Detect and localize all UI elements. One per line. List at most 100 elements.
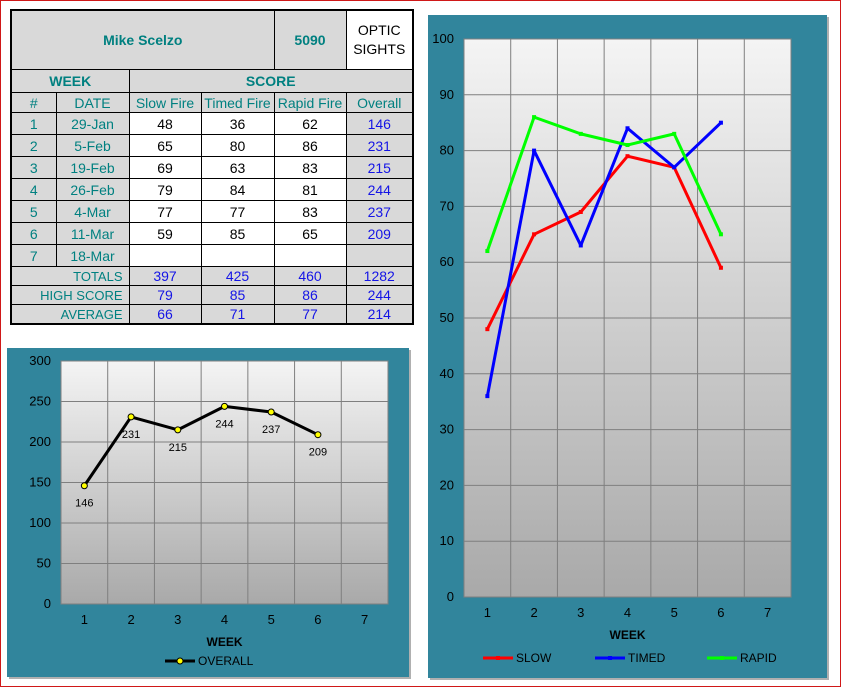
timed-score[interactable]: 36 [200,112,275,135]
overall-score[interactable]: 244 [345,178,414,201]
x-tick-label: 5 [671,605,678,620]
x-tick-label: 3 [577,605,584,620]
x-tick-label: 1 [81,612,88,627]
week-date[interactable]: 11-Mar [55,222,130,245]
overall-score[interactable]: 231 [345,134,414,157]
legend-marker [176,657,184,665]
timed-score[interactable]: 63 [200,156,275,179]
timed-score[interactable]: 80 [200,134,275,157]
y-tick-label: 250 [29,394,51,409]
timed-score[interactable]: 84 [200,178,275,201]
average-rapid: 77 [273,304,347,325]
slow-score[interactable]: 65 [128,134,202,157]
data-point [718,120,723,125]
y-tick-label: 100 [432,31,454,46]
legend-marker [608,656,612,660]
high-rapid: 86 [273,285,347,305]
data-point [485,249,490,254]
timed-score[interactable]: 77 [200,200,275,223]
week-date[interactable]: 26-Feb [55,178,130,201]
data-point [485,327,490,332]
y-tick-label: 150 [29,475,51,490]
slow-score[interactable]: 59 [128,222,202,245]
data-label: 237 [262,424,280,436]
rapid-score[interactable]: 81 [273,178,347,201]
week-date[interactable]: 4-Mar [55,200,130,223]
high-score-row: HIGH SCORE 79 85 86 244 [10,285,414,305]
table-row: 7 18-Mar [10,244,414,267]
slow-score[interactable]: 48 [128,112,202,135]
data-point [314,431,322,439]
y-tick-label: 80 [440,143,454,158]
data-point [532,148,537,153]
legend-label: SLOW [516,651,552,665]
y-tick-label: 0 [447,589,454,604]
rapid-score[interactable]: 83 [273,200,347,223]
table-row: 5 4-Mar 77 77 83 237 [10,200,414,223]
week-number[interactable]: 1 [10,112,57,135]
overall-chart[interactable]: 0 50 100 150 200 250 300 1 2 3 4 5 6 7 WEEK 146 231 215 24… [7,348,409,677]
overall-score[interactable]: 215 [345,156,414,179]
rapid-score[interactable]: 65 [273,222,347,245]
totals-row: TOTALS 397 425 460 1282 [10,266,414,286]
totals-slow: 397 [128,266,202,286]
x-tick-label: 2 [127,612,134,627]
week-date[interactable]: 18-Mar [55,244,130,267]
week-number[interactable]: 6 [10,222,57,245]
fire-type-chart[interactable]: 0 10 20 30 40 50 60 70 80 90 100 1 2 3 4 5 6 7 WEEK SLOW TIM… [428,15,827,678]
overall-score[interactable] [345,244,414,267]
data-point [625,154,630,159]
week-number[interactable]: 2 [10,134,57,157]
week-date[interactable]: 19-Feb [55,156,130,179]
slow-score[interactable]: 79 [128,178,202,201]
week-number[interactable]: 4 [10,178,57,201]
x-tick-label: 4 [624,605,631,620]
rapid-score[interactable]: 62 [273,112,347,135]
average-overall: 214 [345,304,414,325]
data-point [718,265,723,270]
week-number[interactable]: 7 [10,244,57,267]
data-point [578,131,583,136]
overall-score[interactable]: 146 [345,112,414,135]
shooter-name: Mike Scelzo [10,9,275,70]
average-row: AVERAGE 66 71 77 214 [10,304,414,325]
data-label: 209 [309,447,327,459]
table-row: 1 29-Jan 48 36 62 146 [10,112,414,135]
legend-label: TIMED [628,651,666,665]
legend-marker [720,656,724,660]
timed-score[interactable] [200,244,275,267]
slow-score[interactable]: 77 [128,200,202,223]
rapid-score[interactable]: 83 [273,156,347,179]
week-number[interactable]: 3 [10,156,57,179]
series-line-timed [485,121,722,397]
week-date[interactable]: 5-Feb [55,134,130,157]
slow-score[interactable]: 69 [128,156,202,179]
data-point [625,143,630,148]
rapid-score[interactable] [273,244,347,267]
y-tick-label: 300 [29,353,51,368]
y-tick-label: 200 [29,434,51,449]
slow-score[interactable] [128,244,202,267]
week-date[interactable]: 29-Jan [55,112,130,135]
rapid-score[interactable]: 86 [273,134,347,157]
data-point [672,165,677,170]
shooter-id: 5090 [273,9,347,70]
data-point [80,482,88,490]
legend-label: RAPID [740,651,777,665]
score-table: Mike Scelzo 5090 OPTIC SIGHTS WEEK SCORE … [10,9,414,325]
y-tick-label: 0 [44,596,51,611]
y-tick-label: 20 [440,477,454,492]
overall-score[interactable]: 237 [345,200,414,223]
data-label: 231 [122,429,140,441]
data-point [221,402,228,410]
high-score-label: HIGH SCORE [10,285,130,305]
timed-score[interactable]: 85 [200,222,275,245]
series-line-overall [83,404,319,487]
overall-score[interactable]: 209 [345,222,414,245]
average-timed: 71 [200,304,275,325]
legend-label: OVERALL [198,654,254,668]
x-tick-label: 4 [221,612,228,627]
category-label: OPTIC SIGHTS [345,9,414,70]
y-tick-label: 30 [440,422,454,437]
week-number[interactable]: 5 [10,200,57,223]
